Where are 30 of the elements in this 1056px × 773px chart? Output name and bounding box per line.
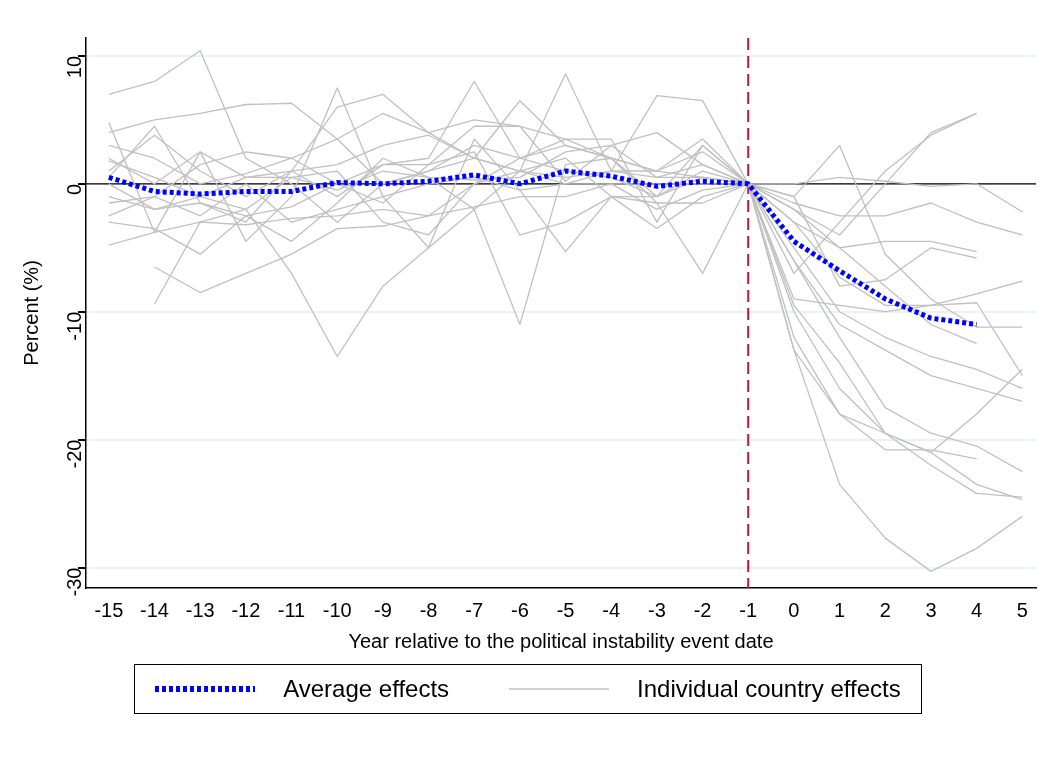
y-axis-title: Percent (%) [19,260,42,366]
x-tick-label: 4 [971,598,983,621]
x-tick-label: 2 [879,598,891,621]
x-tick-label: -7 [465,598,484,621]
x-tick-label: -11 [277,598,306,621]
x-tick-label: -14 [140,598,169,621]
x-tick-label: -4 [602,598,621,621]
x-axis-title: Year relative to the political instability event date [348,629,774,652]
x-tick-label: 0 [788,598,800,621]
y-tick-label: -30 [62,567,85,597]
x-tick-label: 5 [1016,598,1028,621]
x-tick-label: -9 [373,598,392,621]
legend-label: Individual country effects [637,675,901,703]
x-tick-label: -8 [419,598,438,621]
x-tick-label: -13 [185,598,215,621]
x-tick-label: 1 [834,598,846,621]
x-tick-label: -5 [556,598,575,621]
x-tick-label: -6 [511,598,529,621]
x-tick-label: -10 [322,598,352,621]
y-tick-label: 0 [62,183,85,195]
x-tick-label: 3 [925,598,937,621]
x-tick-label: -12 [231,598,261,621]
x-tick-label: -15 [94,598,124,621]
x-tick-label: -1 [739,598,758,621]
legend-label: Average effects [283,675,450,703]
x-tick-label: -3 [648,598,666,621]
y-tick-label: -20 [62,439,85,469]
y-tick-label: 10 [62,55,85,79]
y-tick-label: -10 [62,311,85,341]
x-tick-label: -2 [693,598,712,621]
